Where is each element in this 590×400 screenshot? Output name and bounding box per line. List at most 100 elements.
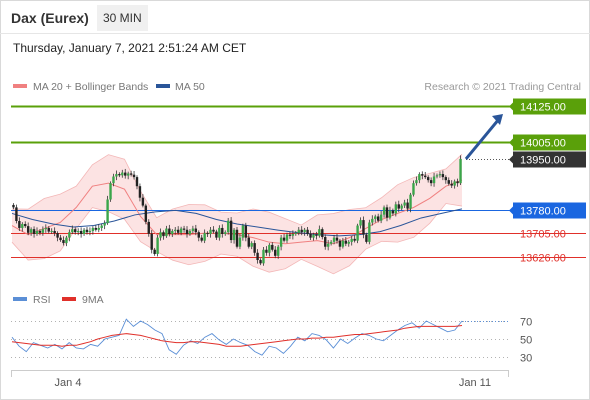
level-tag-pointer xyxy=(509,102,513,111)
candle-body xyxy=(232,229,236,241)
bollinger-band-area xyxy=(12,154,462,274)
candle-body xyxy=(441,174,445,178)
candle-body xyxy=(179,228,183,233)
last-level-tag xyxy=(513,151,586,168)
ma20-legend-label: MA 20 + Bollinger Bands xyxy=(33,81,148,93)
interval-button[interactable]: 30 MIN xyxy=(97,5,148,31)
candle-body xyxy=(256,252,259,261)
candle-body xyxy=(432,176,436,184)
candle-body xyxy=(344,240,348,244)
candle-body xyxy=(294,232,298,235)
level-tag-pointer xyxy=(509,138,513,147)
candle-body xyxy=(121,172,124,176)
rsi-tick-label: 70 xyxy=(520,317,532,329)
candle-body xyxy=(368,222,371,242)
candle-body xyxy=(362,220,365,235)
candle-body xyxy=(418,174,421,181)
candle-body xyxy=(253,243,256,253)
candle-body xyxy=(235,229,239,247)
level-value-label: 14125.00 xyxy=(520,102,566,114)
candle-body xyxy=(268,244,271,253)
candle-body xyxy=(318,229,321,236)
candle-body xyxy=(438,174,442,176)
rsi-axis-ticks: 70 50 30 xyxy=(520,317,532,365)
candle-body xyxy=(68,232,71,238)
candle-body xyxy=(197,232,200,238)
candle-body xyxy=(118,174,121,176)
candle-body xyxy=(109,183,112,200)
rsi-grid xyxy=(11,321,509,358)
candle-body xyxy=(400,205,403,209)
candle-body xyxy=(453,181,456,186)
candle-body xyxy=(112,176,115,184)
candle-body xyxy=(59,237,62,241)
candle-body xyxy=(276,246,280,256)
candle-body xyxy=(50,230,53,232)
candle-body xyxy=(147,221,150,234)
level-tag-pointer xyxy=(509,155,513,164)
candle-body xyxy=(15,207,18,221)
candle-body xyxy=(259,260,262,264)
x-tick-label: Jan 11 xyxy=(459,377,491,389)
candle-body xyxy=(188,230,192,235)
candle-body xyxy=(212,229,215,232)
candle-body xyxy=(379,214,383,221)
candle-body xyxy=(335,237,339,241)
candle-body xyxy=(321,229,324,238)
candle-body xyxy=(262,249,265,264)
candle-body xyxy=(135,177,139,187)
candle-body xyxy=(353,238,356,241)
x-tick-label: Jan 4 xyxy=(55,377,82,389)
ma50-legend-label: MA 50 xyxy=(175,81,205,93)
candle-body xyxy=(274,249,277,256)
level-value-label: 13705.00 xyxy=(520,229,566,241)
candle-body xyxy=(341,240,345,247)
candle-body xyxy=(291,234,295,236)
candle-body xyxy=(309,234,312,238)
ma20-legend-swatch xyxy=(13,84,27,88)
candle-body xyxy=(115,174,118,177)
candle-body xyxy=(394,204,398,214)
candle-body xyxy=(32,229,36,235)
rsi-legend-swatch xyxy=(13,297,27,301)
candle-body xyxy=(224,232,227,235)
candle-body xyxy=(241,225,245,238)
candle-body xyxy=(421,174,424,176)
candle-body xyxy=(185,229,189,235)
candle-body xyxy=(382,207,386,215)
candle-body xyxy=(168,228,171,235)
rsi-ma9-line xyxy=(11,325,463,347)
candle-body xyxy=(371,218,374,223)
candle-body xyxy=(82,229,86,235)
candle-body xyxy=(406,202,409,209)
chart-datetime: Thursday, January 7, 2021 2:51:24 AM CET xyxy=(13,41,247,55)
candle-body xyxy=(200,237,203,241)
candle-body xyxy=(388,210,392,218)
candle-body xyxy=(409,194,412,209)
candle-body xyxy=(191,228,195,231)
target-arrow xyxy=(464,114,503,160)
candle-body xyxy=(97,227,100,230)
target-arrow-head xyxy=(492,114,503,125)
rsi-tick-label: 50 xyxy=(520,335,532,347)
candle-body xyxy=(403,202,406,206)
candle-body xyxy=(279,237,283,247)
ma9-legend-label: 9MA xyxy=(82,294,104,306)
candle-body xyxy=(459,158,462,184)
candle-body xyxy=(391,210,395,214)
candle-body xyxy=(85,229,89,233)
candle-body xyxy=(194,228,198,233)
rsi-tick-label: 30 xyxy=(520,353,532,365)
level-value-label: 14005.00 xyxy=(520,138,566,150)
pivot-level-tag xyxy=(513,202,586,219)
candle-body xyxy=(426,177,430,181)
candle-body xyxy=(374,216,377,219)
resistance-level-tag xyxy=(513,134,586,151)
level-value-label: 13950.00 xyxy=(520,155,566,167)
candle-body xyxy=(447,180,450,184)
price-level-tags: 14125.00 14005.00 13950.00 13780.00 13705.00… xyxy=(509,98,586,265)
candle-body xyxy=(376,216,380,221)
level-value-label: 13780.00 xyxy=(520,206,566,218)
candle-body xyxy=(329,241,333,244)
